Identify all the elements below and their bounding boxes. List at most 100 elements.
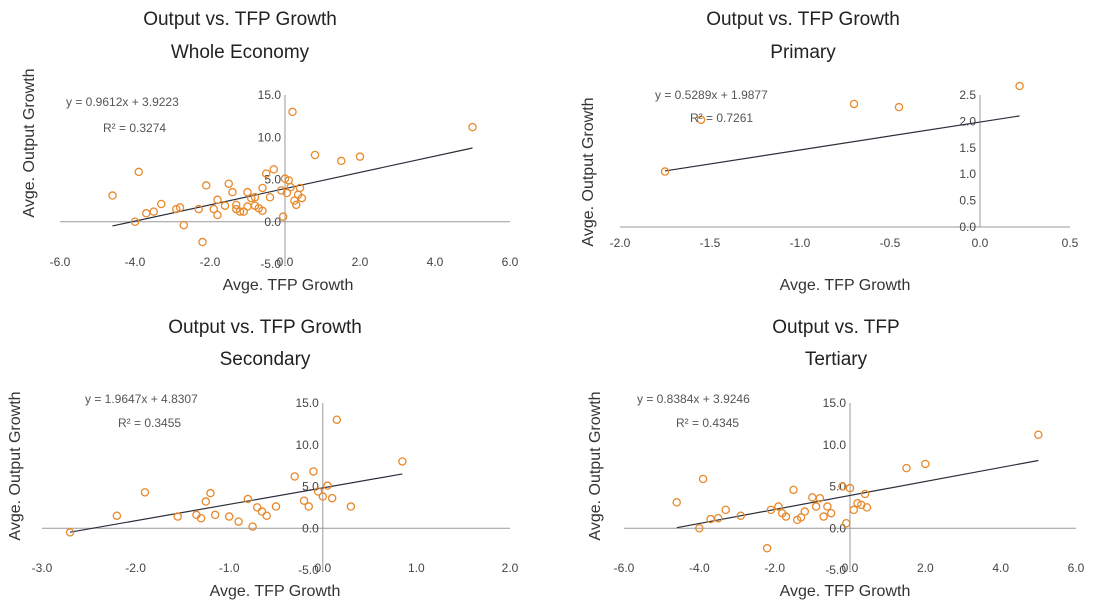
data-point [258,183,267,193]
chart-subtitle: Tertiary [805,349,868,370]
r-squared-label: R² = 0.3274 [103,121,166,135]
data-point [130,217,140,226]
data-point [468,122,477,132]
data-point [838,482,847,491]
data-point [355,152,365,161]
trendline-equation: y = 0.9612x + 3.9223 [66,95,179,109]
data-point [213,210,222,220]
x-tick-label: -1.0 [790,236,811,250]
data-point [841,518,851,528]
data-point [258,206,267,216]
data-point [332,415,342,424]
chart-title: Output vs. TFP Growth [143,9,337,30]
data-point [253,503,262,512]
data-point [736,511,746,520]
data-point [213,195,222,205]
y-tick-label: 10.0 [823,438,847,452]
trendline-equation: y = 0.5289x + 1.9877 [655,88,768,102]
x-tick-label: -1.0 [219,561,240,575]
data-point [1015,81,1024,91]
x-tick-label: -6.0 [614,561,635,575]
data-point [781,512,791,521]
x-tick-label: -4.0 [689,561,710,575]
y-tick-label: 10.0 [295,438,319,452]
data-point [796,513,806,522]
chart-title: Output vs. TFP [772,317,899,338]
data-point [209,204,218,214]
chart-subtitle: Secondary [220,349,311,370]
x-tick-label: -1.5 [700,236,721,250]
y-tick-label: 5.0 [264,173,281,187]
trendline-equation: y = 1.9647x + 4.8307 [85,392,198,406]
y-axis-title: Avge. Output Growth [7,391,24,540]
data-point [327,493,337,503]
data-point [290,472,299,481]
data-point [278,212,288,221]
data-point [224,179,233,188]
data-point [346,502,356,511]
data-point [228,187,237,197]
x-tick-label: -2.0 [125,561,146,575]
y-tick-label: 0.0 [302,521,319,535]
x-tick-label: 0.0 [842,561,859,575]
x-tick-label: -3.0 [32,561,53,575]
x-tick-label: -2.0 [610,236,631,250]
data-point [265,192,275,202]
data-point [815,493,825,503]
data-point [282,188,292,198]
x-tick-label: -0.5 [880,236,901,250]
data-point [243,187,252,197]
data-point [250,192,260,202]
data-point [235,207,245,216]
data-point [156,199,166,209]
data-point [811,502,821,511]
data-point [196,513,206,523]
x-tick-label: 0.5 [1062,236,1079,250]
data-point [800,507,810,516]
chart-title: Output vs. TFP Growth [706,9,900,30]
x-tick-label: 2.0 [917,561,934,575]
data-point [201,497,211,506]
y-tick-label: 2.5 [959,88,976,102]
y-tick-label: -5.0 [825,563,846,577]
data-point [304,502,314,511]
data-point [173,512,182,521]
data-point [112,511,122,520]
data-point [845,483,855,493]
data-point [313,487,323,496]
chart-panel-2: Output vs. TFP Growth Primary -2.0 -1.5 -1.0… [580,9,1079,294]
data-point [179,220,188,230]
data-point [318,492,328,501]
chart-subtitle: Whole Economy [171,42,310,63]
data-point [149,207,158,216]
x-axis-title: Avge. TFP Growth [210,583,341,600]
data-point [398,457,407,466]
data-point [849,99,859,109]
data-point [808,493,817,502]
y-tick-label: 2.0 [959,114,976,128]
data-point [243,494,253,504]
data-point [823,502,832,511]
y-tick-label: 0.0 [264,215,281,229]
data-point [862,503,872,512]
chart-panel-1: Output vs. TFP Growth Whole Economy -6.0 -4… [21,9,519,294]
data-point [336,156,346,166]
data-point [243,202,252,211]
y-tick-label: 5.0 [829,480,846,494]
data-point [290,196,299,205]
y-tick-label: 1.5 [959,141,976,155]
data-point [65,528,75,537]
x-tick-label: 6.0 [502,255,519,269]
data-point [291,200,301,210]
y-tick-label: -5.0 [260,257,281,271]
data-point [299,496,309,505]
data-point [201,181,211,190]
r-squared-label: R² = 0.4345 [676,416,739,430]
data-point [295,183,305,193]
data-point [762,544,772,553]
data-point [902,463,911,473]
x-tick-label: 6.0 [1068,561,1085,575]
data-point [141,209,151,218]
trendline [69,473,403,533]
data-point [246,193,256,203]
